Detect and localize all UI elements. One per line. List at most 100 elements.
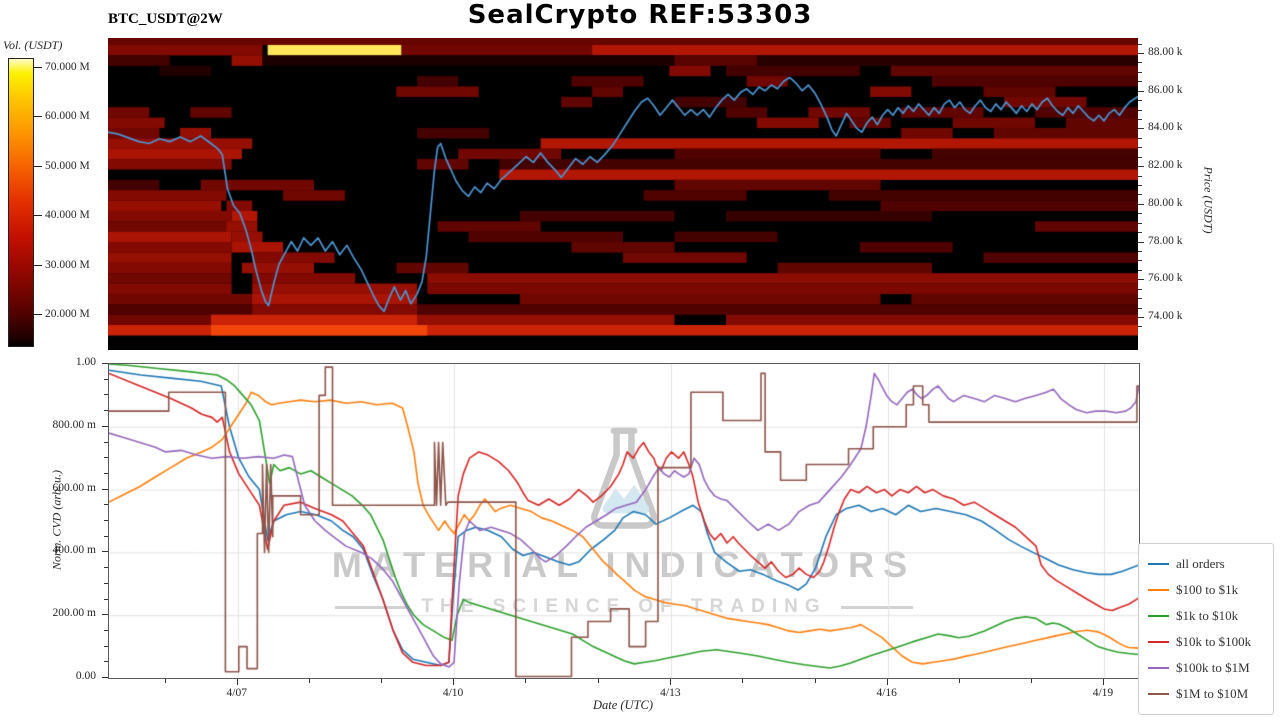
legend-label: $100k to $1M — [1176, 660, 1250, 675]
colorbar-tick: 30.000 M — [34, 259, 90, 271]
cvd-xminor-tick — [308, 679, 310, 683]
cvd-ytick-mark — [102, 363, 108, 364]
cvd-ytick-label: 800.00 m — [52, 418, 96, 431]
price-minor-tick — [1138, 326, 1142, 328]
legend-swatch — [1148, 640, 1169, 644]
cvd-xtick-mark — [1102, 679, 1104, 685]
legend-label: $1M to $10M — [1176, 686, 1249, 701]
price-minor-tick — [1138, 213, 1142, 215]
cvd-xminor-tick — [814, 679, 816, 683]
price-tick-label: 84.00 k — [1148, 121, 1183, 134]
price-major-tick — [1138, 241, 1144, 243]
cvd-xminor-tick — [525, 679, 527, 683]
cvd-xminor-tick — [1030, 679, 1032, 683]
price-tick-label: 74.00 k — [1148, 309, 1183, 322]
price-minor-tick — [1138, 269, 1142, 271]
cvd-xtick-label: 4/10 — [442, 687, 464, 699]
price-major-tick — [1138, 128, 1144, 130]
cvd-xtick-mark — [453, 679, 455, 685]
cvd-yminor-tick — [104, 378, 108, 380]
cvd-yminor-tick — [104, 504, 108, 506]
cvd-yminor-tick — [104, 425, 108, 427]
price-tick-label: 76.00 k — [1148, 272, 1183, 285]
cvd-xminor-tick — [742, 679, 744, 683]
price-tick-label: 78.00 k — [1148, 234, 1183, 247]
price-minor-tick — [1138, 194, 1142, 196]
cvd-ytick-label: 200.00 m — [52, 607, 96, 620]
price-minor-tick — [1138, 62, 1142, 64]
pair-timeframe-label: BTC_USDT@2W — [108, 11, 223, 27]
cvd-xtick-label: 4/16 — [876, 687, 897, 699]
cvd-xminor-tick — [958, 679, 960, 683]
cvd-yminor-tick — [104, 441, 108, 443]
price-tick-label: 86.00 k — [1148, 83, 1183, 96]
legend-label: all orders — [1176, 556, 1225, 571]
price-minor-tick — [1138, 250, 1142, 252]
price-minor-tick — [1138, 232, 1142, 234]
cvd-ytick-label: 0.00 — [75, 670, 96, 682]
cvd-xaxis-label: Date (UTC) — [592, 698, 654, 712]
cvd-lines-canvas — [109, 364, 1139, 678]
price-minor-tick — [1138, 118, 1142, 120]
price-major-tick — [1138, 203, 1144, 205]
legend-swatch — [1148, 588, 1169, 592]
legend-item: all orders — [1148, 551, 1265, 577]
legend-label: $10k to $100k — [1176, 634, 1252, 649]
cvd-xminor-tick — [164, 679, 166, 683]
cvd-yminor-tick — [104, 661, 108, 663]
price-minor-tick — [1138, 43, 1142, 45]
price-major-tick — [1138, 316, 1144, 318]
cvd-ytick-label: 1.00 — [75, 356, 96, 368]
cvd-xminor-tick — [380, 679, 382, 683]
cvd-xminor-tick — [598, 679, 600, 683]
legend-swatch — [1148, 692, 1169, 696]
price-minor-tick — [1138, 288, 1142, 290]
price-tick-label: 88.00 k — [1148, 46, 1183, 58]
price-major-tick — [1138, 166, 1144, 168]
price-major-tick — [1138, 90, 1144, 92]
legend-swatch — [1148, 614, 1169, 618]
cvd-yminor-tick — [104, 488, 108, 490]
price-minor-tick — [1138, 100, 1142, 102]
legend-item: $1M to $10M — [1148, 681, 1265, 707]
price-minor-tick — [1138, 137, 1142, 139]
legend-label: $100 to $1k — [1176, 582, 1239, 597]
cvd-ytick-mark — [102, 677, 108, 678]
colorbar-tick: 70.000 M — [34, 61, 90, 73]
cvd-panel: MATERIAL INDICATORS THE SCIENCE OF TRADI… — [108, 363, 1140, 679]
heatmap-panel — [108, 38, 1138, 350]
volume-colorbar — [8, 58, 34, 347]
cvd-yminor-tick — [104, 551, 108, 553]
price-axis-label: Price (USDT) — [1201, 166, 1216, 234]
legend-item: $100k to $1M — [1148, 655, 1265, 681]
cvd-ytick-label: 600.00 m — [52, 481, 96, 494]
price-minor-tick — [1138, 81, 1142, 83]
cvd-yminor-tick — [104, 472, 108, 474]
colorbar-label: Vol. (USDT) — [3, 38, 63, 52]
cvd-yminor-tick — [104, 520, 108, 521]
price-minor-tick — [1138, 71, 1142, 73]
cvd-yminor-tick — [104, 394, 108, 396]
colorbar-tick: 20.000 M — [34, 308, 90, 320]
price-minor-tick — [1138, 109, 1142, 111]
cvd-yminor-tick — [104, 645, 108, 647]
chart-title: SealCrypto REF:53303 — [467, 0, 813, 30]
cvd-yminor-tick — [104, 567, 108, 569]
price-tick-label: 80.00 k — [1148, 196, 1183, 209]
price-minor-tick — [1138, 298, 1142, 300]
cvd-xtick-label: 4/13 — [660, 687, 681, 699]
cvd-xtick-label: 4/19 — [1092, 687, 1114, 699]
price-minor-tick — [1138, 184, 1142, 186]
price-minor-tick — [1138, 147, 1142, 149]
cvd-xtick-mark — [236, 679, 238, 685]
price-tick-label: 82.00 k — [1148, 159, 1183, 172]
price-major-tick — [1138, 279, 1144, 281]
colorbar-tick: 40.000 M — [34, 209, 90, 221]
cvd-ytick-label: 400.00 m — [52, 544, 96, 557]
cvd-yminor-tick — [104, 614, 108, 616]
price-minor-tick — [1138, 260, 1142, 262]
legend-swatch — [1148, 562, 1169, 566]
cvd-yminor-tick — [104, 535, 108, 537]
cvd-yminor-tick — [104, 457, 108, 459]
